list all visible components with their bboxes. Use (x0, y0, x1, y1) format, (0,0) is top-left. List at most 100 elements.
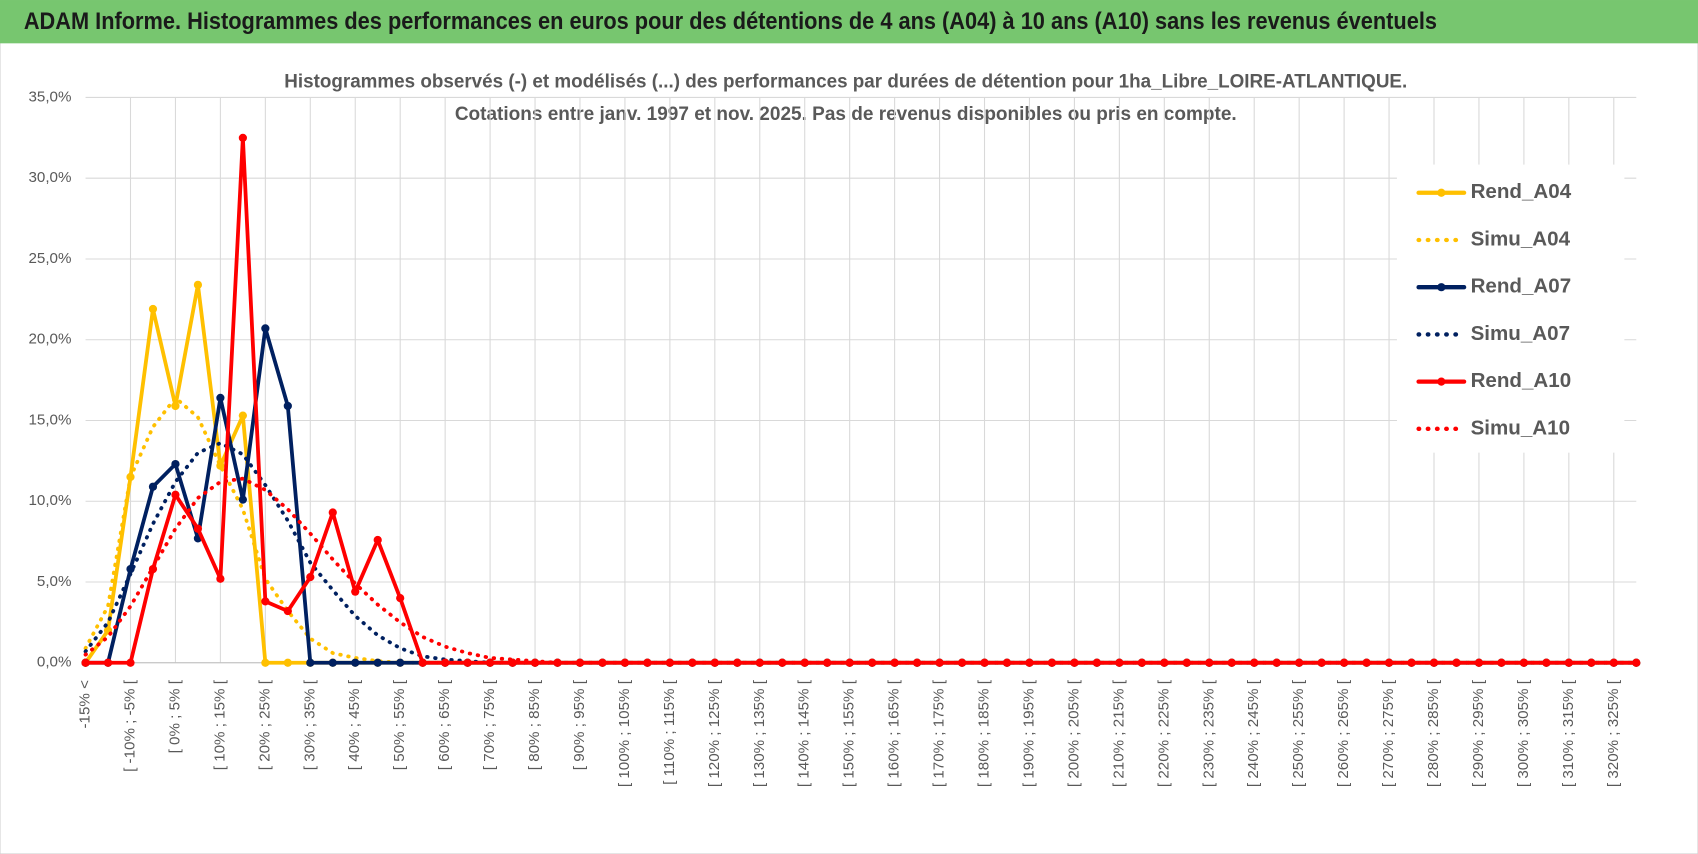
data-point (238, 411, 247, 420)
data-point (193, 524, 203, 533)
x-tick-label: [ 210% ; 215% [ (1110, 679, 1127, 787)
x-tick-label: [ 230% ; 235% [ (1200, 679, 1217, 787)
data-point (283, 401, 292, 411)
data-point (148, 304, 158, 314)
data-point (1250, 658, 1259, 667)
data-point (306, 573, 315, 582)
x-tick-label: [ 190% ; 195% [ (1020, 679, 1037, 787)
x-tick-label: [ 120% ; 125% [ (706, 679, 723, 787)
data-point (598, 658, 607, 667)
data-point (283, 606, 292, 616)
data-point (1272, 658, 1281, 667)
x-tick-label: [ 20% ; 25% [ (256, 679, 273, 770)
y-tick-label: 5,0% (37, 573, 72, 590)
x-tick-label: [ -10% ; -5% [ (121, 679, 138, 772)
data-point (485, 658, 495, 667)
data-point (1452, 658, 1461, 667)
data-point (306, 658, 315, 667)
data-point (328, 508, 337, 517)
y-tick-label: 15,0% (28, 411, 71, 428)
x-tick-label: [ 70% ; 75% [ (481, 679, 498, 770)
x-tick-label: [ 60% ; 65% [ (436, 679, 453, 770)
legend-label: Rend_A10 (1471, 369, 1572, 392)
x-tick-label: [ 260% ; 265% [ (1335, 679, 1352, 787)
x-tick-label: [ 290% ; 295% [ (1470, 679, 1487, 787)
x-tick-label: [ 40% ; 45% [ (346, 679, 363, 770)
data-point (193, 280, 203, 289)
data-point (396, 658, 405, 667)
data-point (171, 490, 180, 499)
data-point (328, 658, 337, 667)
x-tick-label: [ 160% ; 165% [ (886, 679, 903, 787)
x-tick-label: [ 30% ; 35% [ (301, 679, 318, 770)
x-tick-label: [ 310% ; 315% [ (1560, 679, 1577, 787)
data-point (238, 495, 247, 504)
data-point (980, 658, 989, 667)
data-point (1564, 658, 1573, 667)
legend-marker (1437, 283, 1446, 292)
legend-label: Simu_A04 (1471, 227, 1571, 250)
x-tick-label: [ 130% ; 135% [ (751, 679, 768, 787)
data-point (1182, 658, 1191, 667)
legend-marker (1437, 188, 1446, 197)
x-tick-label: [ 50% ; 55% [ (391, 679, 408, 770)
x-tick-label: [ 220% ; 225% [ (1155, 679, 1172, 787)
y-tick-label: 25,0% (28, 250, 71, 267)
x-tick-label: [ 320% ; 325% [ (1605, 679, 1622, 787)
data-point (1160, 658, 1169, 667)
data-point (1542, 658, 1551, 667)
data-point (373, 535, 382, 545)
data-point (351, 587, 360, 596)
header-title: ADAM Informe. Histogrammes des performan… (24, 8, 1437, 35)
data-point (778, 658, 787, 667)
x-tick-label: [ 150% ; 155% [ (841, 679, 858, 787)
data-point (1362, 658, 1371, 667)
data-point (373, 658, 382, 667)
y-tick-label: 0,0% (37, 654, 72, 671)
data-point (171, 401, 180, 411)
data-point (238, 133, 247, 142)
chart-title: Histogrammes observés (-) et modélisés (… (284, 70, 1407, 92)
data-point (688, 658, 697, 667)
legend-label: Simu_A07 (1471, 322, 1570, 345)
data-point (441, 658, 450, 667)
x-tick-label: [ 280% ; 285% [ (1425, 679, 1442, 787)
x-tick-label: [ 170% ; 175% [ (931, 679, 948, 787)
legend-box (1396, 164, 1625, 453)
x-tick-label: [ 110% ; 115% [ (661, 679, 678, 785)
data-point (868, 658, 877, 667)
data-point (1632, 658, 1641, 667)
legend-label: Rend_A07 (1471, 275, 1572, 298)
y-tick-label: 30,0% (28, 169, 71, 186)
data-point (1339, 658, 1349, 667)
data-point (1474, 658, 1484, 667)
x-tick-label: [ 250% ; 255% [ (1290, 679, 1307, 787)
y-tick-label: 20,0% (28, 331, 71, 348)
data-point (171, 459, 180, 469)
legend-label: Simu_A10 (1471, 416, 1570, 439)
data-point (261, 597, 270, 606)
x-tick-label: [ 140% ; 145% [ (796, 679, 813, 787)
data-point (1092, 658, 1102, 667)
data-point (81, 658, 90, 667)
series-line (83, 476, 1639, 665)
x-tick-label: [ 270% ; 275% [ (1380, 679, 1397, 787)
legend-label: Rend_A04 (1471, 180, 1572, 203)
data-point (957, 658, 967, 667)
data-point (216, 574, 225, 583)
data-point (800, 658, 809, 667)
data-point (283, 658, 292, 667)
data-point (575, 658, 585, 667)
x-tick-label: [ 180% ; 185% [ (976, 679, 993, 787)
data-point (126, 658, 135, 667)
header-bar (0, 0, 1698, 44)
data-point (351, 658, 360, 667)
data-point (463, 658, 472, 667)
x-tick-label: [ 300% ; 305% [ (1515, 679, 1532, 787)
y-tick-label: 10,0% (28, 492, 71, 509)
x-tick-label: [ 240% ; 245% [ (1245, 679, 1262, 787)
data-point (261, 658, 270, 667)
data-point (1070, 658, 1079, 667)
